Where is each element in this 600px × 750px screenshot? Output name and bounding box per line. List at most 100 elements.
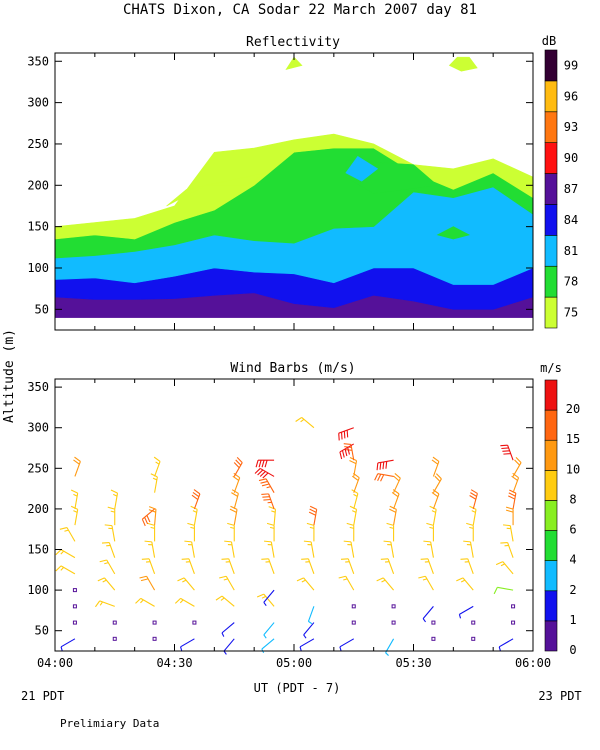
wind-barb bbox=[466, 522, 474, 542]
reflectivity-patch-75 bbox=[166, 172, 267, 207]
y-tick-label: 150 bbox=[27, 220, 49, 234]
wind-barb bbox=[338, 427, 354, 441]
calm-marker bbox=[351, 604, 356, 609]
reflectivity-patch-75 bbox=[285, 56, 303, 71]
colorbar-swatch bbox=[544, 173, 558, 205]
figure-title: CHATS Dixon, CA Sodar 22 March 2007 day … bbox=[123, 2, 477, 18]
colorbar-swatch bbox=[544, 235, 558, 267]
wind-barb bbox=[418, 575, 434, 591]
wind-barb bbox=[460, 558, 474, 575]
wind-barb bbox=[340, 558, 355, 575]
wind-barb bbox=[498, 638, 514, 651]
footnote: Prelimiary Data bbox=[60, 717, 159, 730]
wind-barb bbox=[346, 522, 355, 542]
colorbar-swatch bbox=[544, 470, 558, 501]
wind-barb bbox=[308, 505, 318, 526]
wind-barb bbox=[374, 473, 394, 482]
colorbar-swatch bbox=[544, 560, 558, 592]
wind-barb bbox=[380, 558, 395, 575]
wind-barb bbox=[469, 489, 478, 510]
wind-barb bbox=[431, 489, 440, 510]
wind-barb bbox=[423, 540, 434, 558]
wind-barb bbox=[256, 593, 275, 607]
wind-barb bbox=[263, 589, 275, 607]
wind-barb bbox=[174, 597, 195, 607]
wind-barb bbox=[141, 558, 156, 575]
colorbar-label: 90 bbox=[564, 151, 578, 165]
wind-barb bbox=[458, 605, 474, 619]
y-tick-label: 350 bbox=[27, 54, 49, 68]
x-tick-label: 05:00 bbox=[276, 656, 312, 670]
wind-barb bbox=[338, 575, 355, 591]
colorbar-swatch bbox=[544, 204, 558, 236]
wind-barb bbox=[307, 606, 315, 625]
wind-barb bbox=[141, 508, 155, 527]
wind-barb bbox=[500, 444, 514, 461]
wind-barb bbox=[420, 558, 434, 575]
wind-barb bbox=[73, 456, 81, 477]
colorbar-label: 15 bbox=[566, 432, 580, 446]
wind-barb bbox=[148, 506, 157, 526]
y-tick-label: 100 bbox=[27, 583, 49, 597]
y-tick-label: 150 bbox=[27, 543, 49, 557]
colorbar-label: 78 bbox=[564, 275, 578, 289]
wind-barb bbox=[391, 489, 400, 510]
wind-barb bbox=[70, 505, 79, 526]
colorbar-swatch bbox=[544, 80, 558, 113]
wind-barb bbox=[221, 558, 235, 575]
y-tick-label: 250 bbox=[27, 461, 49, 475]
wind-barb bbox=[110, 489, 119, 510]
calm-marker bbox=[351, 620, 356, 625]
wind-barb bbox=[255, 459, 275, 468]
x-tick-label: 04:30 bbox=[156, 656, 192, 670]
calm-marker bbox=[192, 620, 197, 625]
x-tick-label: 04:00 bbox=[37, 656, 73, 670]
colorbar-label: 2 bbox=[569, 583, 576, 597]
wind-barb bbox=[219, 575, 235, 591]
wind-barb bbox=[232, 472, 241, 493]
calm-marker bbox=[112, 636, 117, 641]
wind-barb bbox=[349, 456, 358, 477]
calm-marker bbox=[431, 620, 436, 625]
wind-barb bbox=[94, 600, 115, 608]
calm-marker bbox=[152, 620, 157, 625]
wind-barb bbox=[153, 456, 161, 477]
colorbar-label: 75 bbox=[564, 306, 578, 320]
wind-barb bbox=[383, 540, 395, 558]
wind-barb bbox=[191, 489, 201, 510]
reflectivity-patch-75 bbox=[448, 56, 478, 72]
colorbar-swatch bbox=[544, 590, 558, 622]
wind-barb bbox=[258, 478, 275, 493]
wind-barb bbox=[150, 473, 158, 493]
wind-barb bbox=[301, 558, 315, 575]
wind-barb bbox=[99, 559, 116, 575]
wind-axes: 50 100 150 200 250 300 350 04:00 04:30 05:00 05:30… bbox=[27, 379, 551, 670]
reflectivity-contours bbox=[54, 56, 534, 318]
wind-barb bbox=[429, 505, 437, 526]
wind-barb bbox=[60, 638, 76, 651]
wind-barb bbox=[261, 493, 275, 510]
wind-barb bbox=[184, 540, 195, 558]
wind-barb bbox=[386, 522, 395, 542]
colorbar-label: 20 bbox=[566, 402, 580, 416]
y-tick-label: 50 bbox=[35, 624, 49, 638]
x-axis-label: UT (PDT - 7) bbox=[254, 681, 341, 695]
wind-barb bbox=[299, 638, 315, 651]
wind-barb bbox=[343, 540, 355, 558]
calm-marker bbox=[511, 620, 516, 625]
calm-marker bbox=[72, 588, 77, 593]
y-tick-label: 250 bbox=[27, 137, 49, 151]
wind-barb bbox=[107, 506, 116, 526]
y-tick-label: 200 bbox=[27, 502, 49, 516]
wind-barb bbox=[376, 577, 395, 591]
colorbar-swatch bbox=[544, 439, 558, 471]
wind-barb bbox=[508, 489, 517, 510]
wind-barb bbox=[511, 472, 520, 493]
wind-barb bbox=[376, 459, 394, 471]
wind-colorbar-unit: m/s bbox=[540, 361, 562, 375]
wind-barb bbox=[505, 506, 514, 526]
left-date-label: 21 PDT bbox=[21, 689, 64, 703]
wind-plot-frame bbox=[54, 378, 534, 652]
wind-barb bbox=[215, 595, 235, 607]
colorbar-label: 93 bbox=[564, 120, 578, 134]
